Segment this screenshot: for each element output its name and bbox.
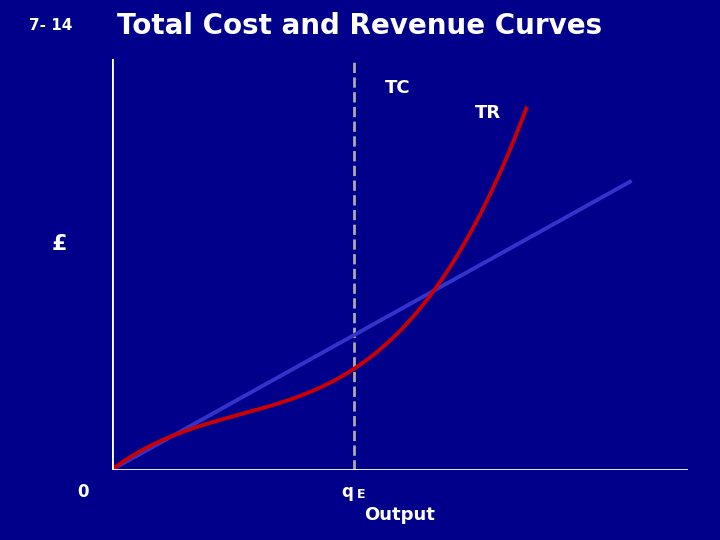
Text: TR: TR [474,104,500,122]
Text: E: E [356,488,365,501]
Text: £: £ [52,234,68,254]
Text: q: q [342,483,354,501]
Text: Total Cost and Revenue Curves: Total Cost and Revenue Curves [117,12,603,39]
Text: 7- 14: 7- 14 [29,18,72,33]
Text: 0: 0 [77,483,89,501]
Text: Output: Output [364,506,435,524]
Text: TC: TC [385,79,411,97]
